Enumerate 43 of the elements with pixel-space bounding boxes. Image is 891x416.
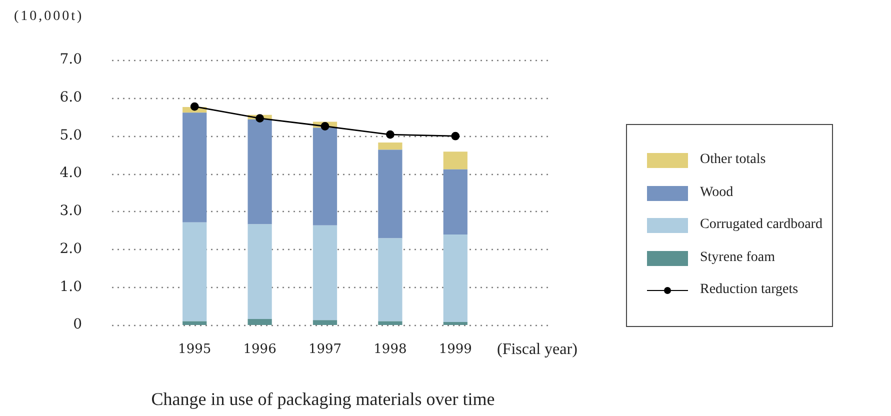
bar	[312, 128, 338, 226]
bar	[443, 322, 468, 325]
bar	[248, 119, 272, 224]
y-tick-label: 0	[73, 316, 82, 333]
text: Change in use of packaging materials over time	[151, 389, 495, 411]
y-axis-title: (10,000t)	[14, 9, 84, 26]
point	[386, 130, 394, 139]
x-tick-label: 1999	[438, 342, 472, 358]
legend-label: Styrene foam	[700, 248, 776, 267]
bar	[378, 150, 402, 238]
x-tick-label: 1996	[243, 342, 276, 358]
bar	[182, 222, 207, 322]
point	[451, 132, 460, 140]
x-tick-label: 1997	[308, 342, 342, 358]
bar	[182, 321, 207, 325]
legend-label: Corrugated cardboard	[700, 216, 822, 234]
bar	[248, 224, 272, 319]
point	[320, 122, 330, 130]
x-tick-label: 1995	[178, 342, 212, 358]
bar	[312, 225, 338, 320]
x-axis-title: (Fiscal year)	[497, 340, 578, 360]
y-tick-label: 4.0	[60, 165, 82, 182]
bar	[443, 152, 468, 170]
legend-label: Reduction targets	[700, 281, 798, 300]
bar	[378, 142, 402, 150]
bar	[378, 238, 402, 322]
bar	[443, 169, 468, 235]
bar	[443, 234, 468, 322]
point	[256, 114, 264, 122]
bar	[182, 112, 207, 222]
y-tick-label: 6.0	[60, 90, 82, 106]
y-tick-label: 7.0	[60, 52, 82, 68]
y-tick-label: 2.0	[60, 240, 82, 257]
y-tick-label: 5.0	[60, 127, 82, 144]
y-tick-label: 3.0	[60, 203, 82, 220]
y-tick-label: 1.0	[60, 278, 82, 295]
bar	[378, 321, 402, 325]
bar	[312, 320, 338, 325]
x-tick-label: 1998	[374, 342, 407, 358]
legend-label: Other totals	[700, 151, 766, 169]
point	[190, 102, 199, 111]
legend-label: Wood	[700, 184, 734, 202]
bar	[248, 318, 272, 325]
